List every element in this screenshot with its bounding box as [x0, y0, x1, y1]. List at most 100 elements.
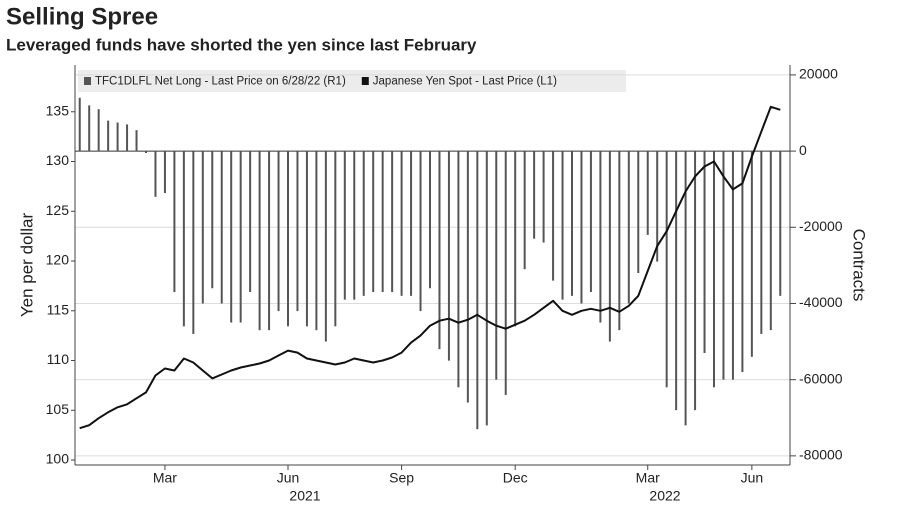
chart-subtitle: Leveraged funds have shorted the yen sin… [6, 35, 477, 54]
bar [258, 151, 261, 331]
bar [760, 151, 763, 334]
bar [362, 151, 365, 296]
bar [627, 151, 630, 304]
x-tick-label: Sep [389, 470, 414, 486]
bar [656, 151, 659, 262]
bar [419, 151, 422, 312]
bar [523, 151, 526, 270]
y-tick-label: 105 [46, 401, 70, 417]
bar [400, 151, 403, 296]
y2-tick-label: -80000 [799, 447, 843, 463]
bar [504, 151, 507, 395]
bar [599, 151, 602, 323]
bar [126, 124, 129, 152]
bar [287, 151, 289, 327]
y2-axis-title: Contracts [850, 229, 869, 302]
y2-tick-label: 0 [799, 142, 807, 158]
legend-box [78, 70, 626, 92]
x-tick-label: Mar [153, 470, 177, 486]
bar [750, 151, 753, 357]
bar [343, 151, 346, 300]
y2-tick-label: -60000 [799, 370, 843, 386]
bar [372, 151, 375, 293]
bar [145, 151, 147, 153]
bar [334, 151, 337, 327]
bar [249, 151, 252, 293]
y-tick-label: 100 [46, 451, 70, 467]
bar [182, 151, 185, 327]
bar [466, 151, 469, 403]
legend-swatch [361, 77, 369, 85]
bar [438, 151, 441, 350]
y-tick-label: 120 [46, 252, 70, 268]
bar [324, 151, 327, 342]
bar [552, 151, 555, 281]
bar [277, 151, 280, 312]
bar [542, 151, 545, 243]
y-axis-title: Yen per dollar [17, 213, 36, 318]
bar [220, 151, 223, 304]
bar [268, 151, 271, 331]
bar [495, 151, 498, 380]
bar [296, 151, 299, 312]
bar [485, 151, 488, 426]
bar [391, 151, 394, 293]
bar [637, 151, 640, 273]
bar [353, 151, 356, 300]
bar [646, 151, 649, 235]
bar [457, 151, 460, 388]
bar [173, 151, 176, 293]
bar [163, 151, 166, 193]
x-tick-label: Dec [503, 470, 528, 486]
y-tick-label: 110 [47, 351, 70, 367]
y-tick-label: 115 [47, 301, 70, 317]
bar [589, 151, 592, 293]
bar [116, 122, 119, 152]
bar [154, 151, 157, 197]
bar [239, 151, 242, 323]
bar [97, 109, 100, 152]
legend-label: TFC1DLFL Net Long - Last Price on 6/28/2… [95, 76, 346, 88]
bar [107, 120, 110, 152]
bar [429, 151, 431, 289]
x-group-label: 2022 [649, 488, 680, 504]
bar [78, 97, 81, 152]
bar [722, 151, 725, 380]
bar [779, 151, 782, 296]
bar [476, 151, 479, 430]
x-group-label: 2021 [289, 488, 320, 504]
line [79, 105, 781, 430]
bar [561, 151, 564, 300]
bar [315, 151, 318, 331]
bar [447, 151, 450, 361]
x-tick-label: Jun [741, 470, 764, 486]
bar [675, 151, 678, 411]
x-tick-label: Jun [277, 470, 300, 486]
bar [741, 151, 744, 373]
bar [608, 151, 611, 342]
bar [580, 151, 583, 304]
bar [665, 151, 668, 388]
bar [514, 151, 517, 327]
bar [618, 151, 621, 331]
bar [533, 151, 536, 239]
legend-swatch [84, 77, 91, 85]
y-tick-label: 130 [46, 152, 70, 168]
bar [88, 105, 91, 152]
bar [684, 151, 687, 426]
bar [410, 151, 413, 296]
y-tick-label: 125 [46, 202, 70, 218]
y2-tick-label: 20000 [799, 66, 838, 82]
bar [769, 151, 772, 331]
bar [381, 151, 384, 293]
bar [571, 151, 573, 296]
bar [731, 151, 734, 380]
bar [201, 151, 204, 304]
x-tick-label: Mar [636, 470, 660, 486]
legend-label: Japanese Yen Spot - Last Price (L1) [373, 76, 557, 88]
y2-tick-label: -40000 [799, 294, 843, 310]
bar [230, 151, 233, 323]
bar [713, 151, 715, 388]
y-tick-label: 135 [46, 102, 70, 118]
